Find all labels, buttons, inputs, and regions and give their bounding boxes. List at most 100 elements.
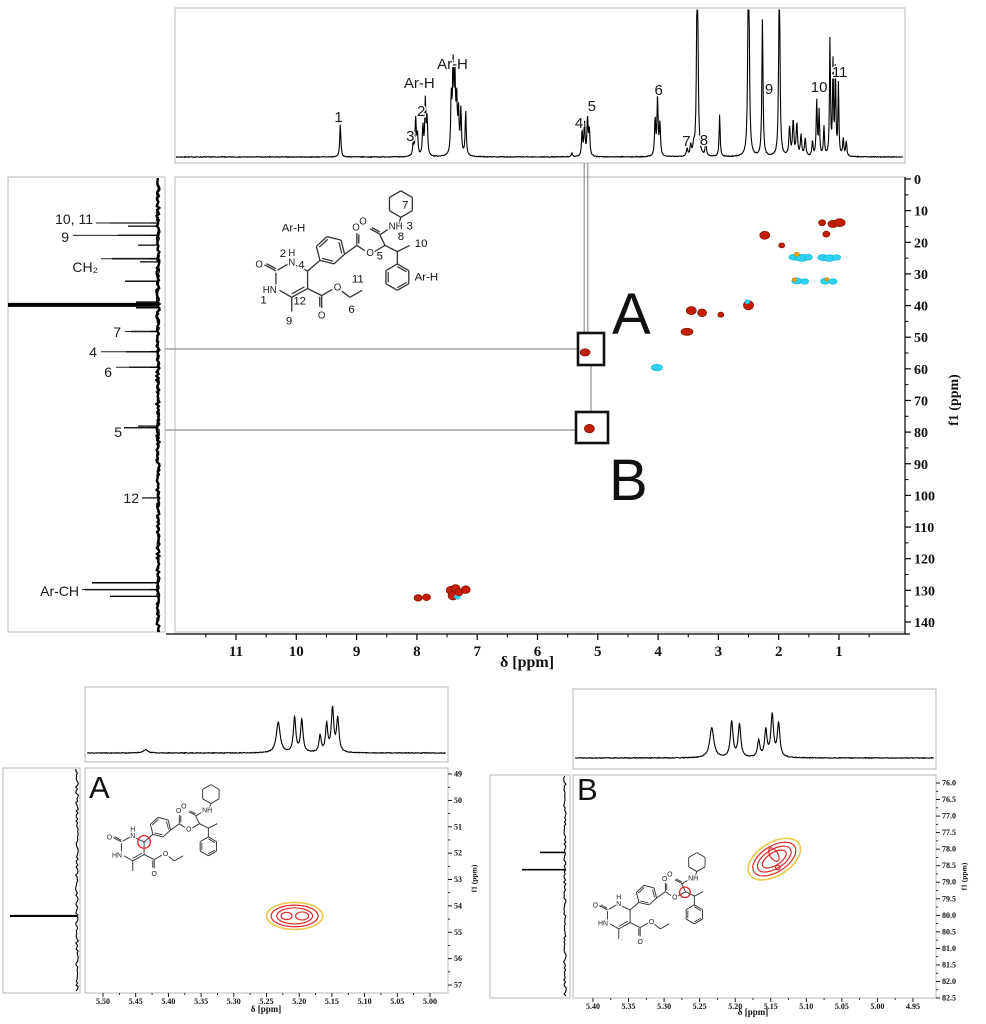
cross-peak-minor (793, 251, 800, 257)
position-number-label: 3 (406, 221, 412, 233)
inset-b-y-tick-label: 81.5 (942, 960, 956, 969)
bond (307, 259, 321, 272)
position-number-label: 7 (402, 199, 408, 211)
proton-peak-label: Ar-H (437, 56, 468, 73)
main-y-tick-label: 100 (914, 489, 935, 504)
main-carbon-trace (155, 177, 161, 633)
aromatic-inner-bond (397, 281, 407, 289)
atom-label: NH (202, 807, 212, 814)
proton-peak-label: 2 (417, 103, 425, 120)
inset-a-x-tick-label: 5.05 (390, 997, 404, 1006)
bond (191, 823, 200, 829)
bond (210, 784, 220, 790)
atom-label: N (616, 901, 621, 908)
bond (344, 244, 358, 255)
main-x-tick-label: 3 (715, 644, 723, 660)
inset-b-x-tick-label: 5.15 (764, 1002, 778, 1011)
inset-a-carbon-trace (74, 769, 80, 992)
bond (123, 855, 133, 862)
bond (400, 210, 413, 218)
atom-label: HN (263, 285, 277, 296)
cross-peak-ch2 (651, 364, 663, 372)
proton-peak-label: 9 (765, 81, 773, 98)
cross-peak-ch (759, 230, 771, 240)
atom-label: O (366, 248, 374, 259)
inset-b-x-tick-label: 5.20 (728, 1002, 742, 1011)
bond (179, 823, 186, 828)
atom-label: HN (598, 921, 608, 928)
cross-peak-ch (778, 242, 786, 249)
inset-a-contour-inner (280, 911, 293, 921)
inset-a-y-tick-label: 52 (454, 849, 462, 858)
inset-b-proton-trace (574, 712, 935, 760)
inset-a-contour-inner (295, 911, 310, 921)
main-x-tick-label: 8 (413, 644, 421, 660)
inset-b-y-tick-label: 77.0 (942, 812, 956, 821)
bond (202, 784, 212, 790)
inset-b-plot-panel (572, 774, 937, 999)
inset-b-contour-ring (747, 837, 802, 881)
inset-a-y-tick-label: 51 (454, 822, 462, 831)
inset-a-label: A (89, 770, 110, 805)
bond (143, 854, 155, 861)
bond (660, 923, 670, 930)
cross-peak-ch (584, 424, 595, 434)
main-y-tick-label: 90 (914, 458, 928, 473)
aromatic-inner-bond (318, 238, 329, 248)
inset-b-carbon-trace (563, 775, 567, 997)
bond (315, 246, 321, 261)
proton-peak-label: 5 (588, 98, 596, 115)
bond (279, 289, 293, 298)
atom-label: N (288, 258, 295, 269)
atom-label: O (672, 894, 678, 901)
inset-a-x-tick-label: 5.10 (358, 997, 372, 1006)
aromatic-inner-bond (208, 838, 216, 843)
main-y-tick-label: 120 (914, 553, 935, 568)
highlight-circle-c5 (678, 886, 691, 899)
atom-label: O (352, 222, 360, 233)
inset-b-contour-ring (756, 845, 792, 873)
cross-peak-ch2 (832, 254, 841, 261)
bond (134, 837, 145, 843)
bond (340, 239, 346, 255)
inset-b-x-tick-label: 5.25 (693, 1002, 707, 1011)
main-y-tick-label: 0 (914, 173, 921, 188)
bond (656, 891, 666, 899)
carbon-peak-label: 4 (89, 344, 97, 360)
inset-b-x-tick-label: 5.00 (870, 1002, 884, 1011)
inset-a-x-tick-label: 5.20 (292, 997, 306, 1006)
hsqc-plot-panel (174, 176, 906, 633)
atom-label: O (318, 310, 326, 321)
inset-b-y-tick-label: 80.0 (942, 911, 956, 920)
bond (202, 798, 212, 804)
cross-peak-ch (833, 218, 846, 228)
inset-b-x-tick-label: 4.95 (906, 1002, 920, 1011)
carbon-peak-label: 10, 11 (55, 211, 93, 227)
main-y-tick-label: 30 (914, 268, 928, 283)
inset-b-x-tick-label: 5.40 (586, 1002, 600, 1011)
bond (688, 852, 698, 858)
inset-b-y-axis-title: f1 (ppm) (959, 862, 969, 891)
inset-a-carbon-panel (2, 767, 81, 994)
inset-b-x-tick-label: 5.30 (657, 1002, 671, 1011)
bond (210, 798, 220, 804)
carbon-peak-label: Ar-CH (40, 583, 79, 599)
double-bond (675, 878, 682, 883)
bond (199, 836, 209, 843)
aromatic-inner-bond (166, 821, 169, 830)
inset-b-x-tick-label: 5.05 (835, 1002, 849, 1011)
cross-peak-ch (685, 306, 697, 315)
atom-label: O (255, 259, 263, 270)
atom-label: N (130, 833, 135, 840)
main-x-tick-label: 6 (534, 644, 542, 660)
top-proton-panel (174, 7, 906, 164)
inset-b-y-tick-label: 78.5 (942, 861, 956, 870)
main-x-tick-label: 10 (289, 644, 304, 660)
highlight-circle-c4 (137, 835, 152, 849)
proton-peak-label: 3 (406, 128, 414, 145)
cross-peak-ch (822, 230, 831, 238)
carbon-peak-label: 5 (114, 424, 122, 440)
bond (654, 924, 661, 930)
